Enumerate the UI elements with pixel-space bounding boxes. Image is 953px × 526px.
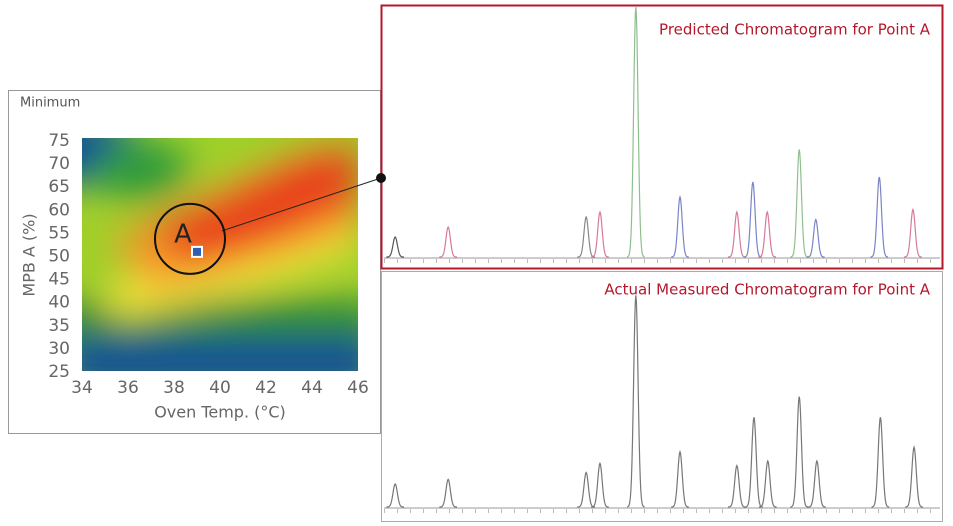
peak <box>439 225 457 258</box>
peak <box>790 149 809 258</box>
peak <box>758 459 777 508</box>
callout-dot <box>376 173 386 183</box>
peak <box>790 396 809 508</box>
y-tick-label: 40 <box>48 293 70 313</box>
y-tick-label: 30 <box>48 339 70 359</box>
peak <box>744 181 762 258</box>
peak <box>870 176 889 258</box>
y-tick-label: 25 <box>48 362 70 382</box>
peak <box>591 461 609 508</box>
heatmap <box>82 138 358 371</box>
x-tick-label: 42 <box>255 378 277 398</box>
peak <box>806 218 825 258</box>
x-tick-label: 44 <box>301 378 323 398</box>
x-tick-label: 46 <box>347 378 369 398</box>
peak <box>439 478 457 508</box>
peak <box>591 210 609 258</box>
x-tick-label: 34 <box>71 378 93 398</box>
x-tick-label: 38 <box>163 378 185 398</box>
peak <box>386 236 404 258</box>
chart-title: Actual Measured Chromatogram for Point A <box>604 281 930 299</box>
measured-panel <box>381 271 943 522</box>
y-tick-label: 35 <box>48 316 70 336</box>
peak <box>671 449 689 508</box>
x-tick-label: 36 <box>117 378 139 398</box>
panel-title: Minimum <box>20 96 80 111</box>
peak <box>728 210 746 258</box>
peak <box>728 464 746 508</box>
y-tick-label: 55 <box>48 223 70 243</box>
peak <box>745 417 763 508</box>
chart-title: Predicted Chromatogram for Point A <box>659 21 931 39</box>
y-tick-label: 50 <box>48 247 70 267</box>
peak <box>758 210 777 258</box>
point-label: A <box>174 219 192 249</box>
peak <box>904 207 922 258</box>
peak <box>905 445 923 508</box>
y-tick-label: 70 <box>48 154 70 174</box>
y-tick-label: 65 <box>48 177 70 197</box>
peak <box>577 215 596 258</box>
y-axis-label: MPB A (%) <box>20 213 39 296</box>
peak <box>626 6 645 258</box>
peak <box>386 483 404 508</box>
highlight-circle <box>154 202 226 275</box>
peak <box>577 471 595 508</box>
y-tick-label: 75 <box>48 131 70 151</box>
predicted-panel <box>380 4 944 270</box>
point-marker <box>191 245 203 258</box>
x-tick-label: 40 <box>209 378 231 398</box>
peak <box>871 417 890 508</box>
x-axis-label: Oven Temp. (°C) <box>154 403 286 422</box>
y-tick-label: 45 <box>48 270 70 290</box>
y-tick-label: 60 <box>48 200 70 220</box>
peak <box>671 194 689 258</box>
callout-line <box>221 177 382 232</box>
peak <box>808 459 826 508</box>
peak <box>626 295 645 508</box>
